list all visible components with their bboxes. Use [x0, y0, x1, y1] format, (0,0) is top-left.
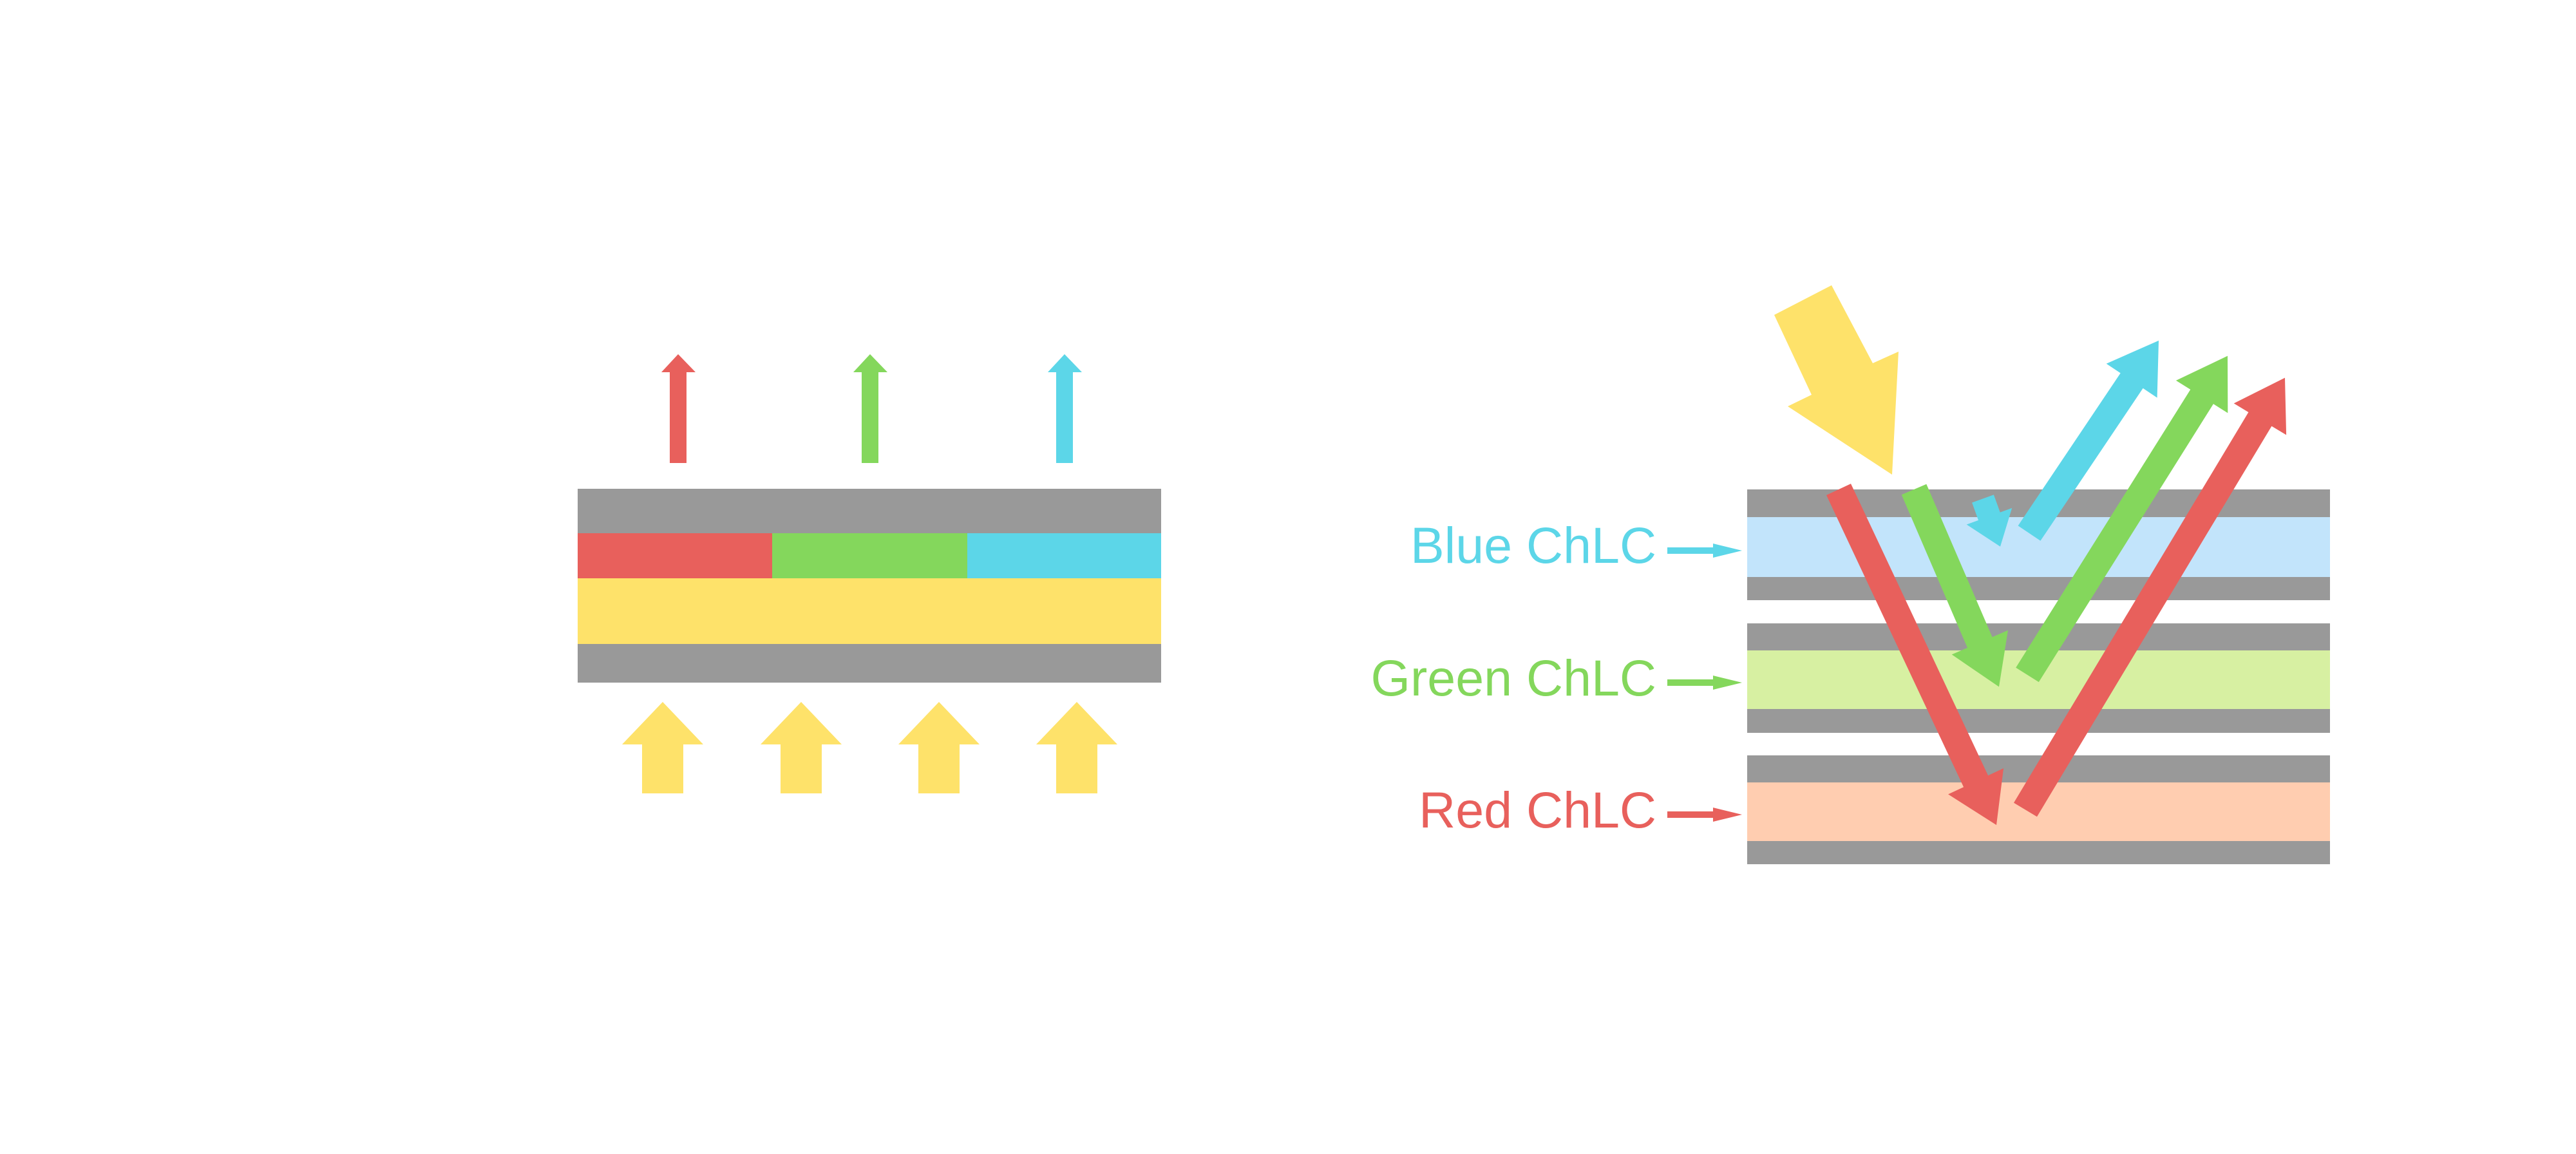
svg-text:Green ChLC: Green ChLC — [1371, 649, 1657, 706]
svg-text:Blue ChLC: Blue ChLC — [1410, 516, 1656, 574]
svg-text:Red ChLC: Red ChLC — [1419, 781, 1656, 838]
